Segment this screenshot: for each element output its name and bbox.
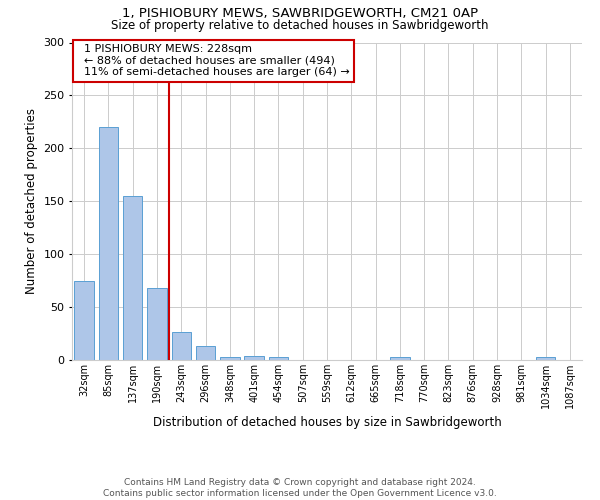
- Bar: [196, 346, 215, 360]
- Bar: [172, 332, 191, 360]
- Bar: [123, 196, 142, 360]
- Bar: [244, 356, 264, 360]
- Text: Size of property relative to detached houses in Sawbridgeworth: Size of property relative to detached ho…: [111, 19, 489, 32]
- Bar: [269, 357, 288, 360]
- Bar: [74, 280, 94, 360]
- Text: 1 PISHIOBURY MEWS: 228sqm
  ← 88% of detached houses are smaller (494)
  11% of : 1 PISHIOBURY MEWS: 228sqm ← 88% of detac…: [77, 44, 350, 78]
- Y-axis label: Number of detached properties: Number of detached properties: [25, 108, 38, 294]
- Bar: [99, 127, 118, 360]
- Bar: [536, 357, 555, 360]
- Bar: [220, 357, 239, 360]
- X-axis label: Distribution of detached houses by size in Sawbridgeworth: Distribution of detached houses by size …: [152, 416, 502, 430]
- Text: Contains HM Land Registry data © Crown copyright and database right 2024.
Contai: Contains HM Land Registry data © Crown c…: [103, 478, 497, 498]
- Bar: [390, 357, 410, 360]
- Bar: [147, 288, 167, 360]
- Text: 1, PISHIOBURY MEWS, SAWBRIDGEWORTH, CM21 0AP: 1, PISHIOBURY MEWS, SAWBRIDGEWORTH, CM21…: [122, 8, 478, 20]
